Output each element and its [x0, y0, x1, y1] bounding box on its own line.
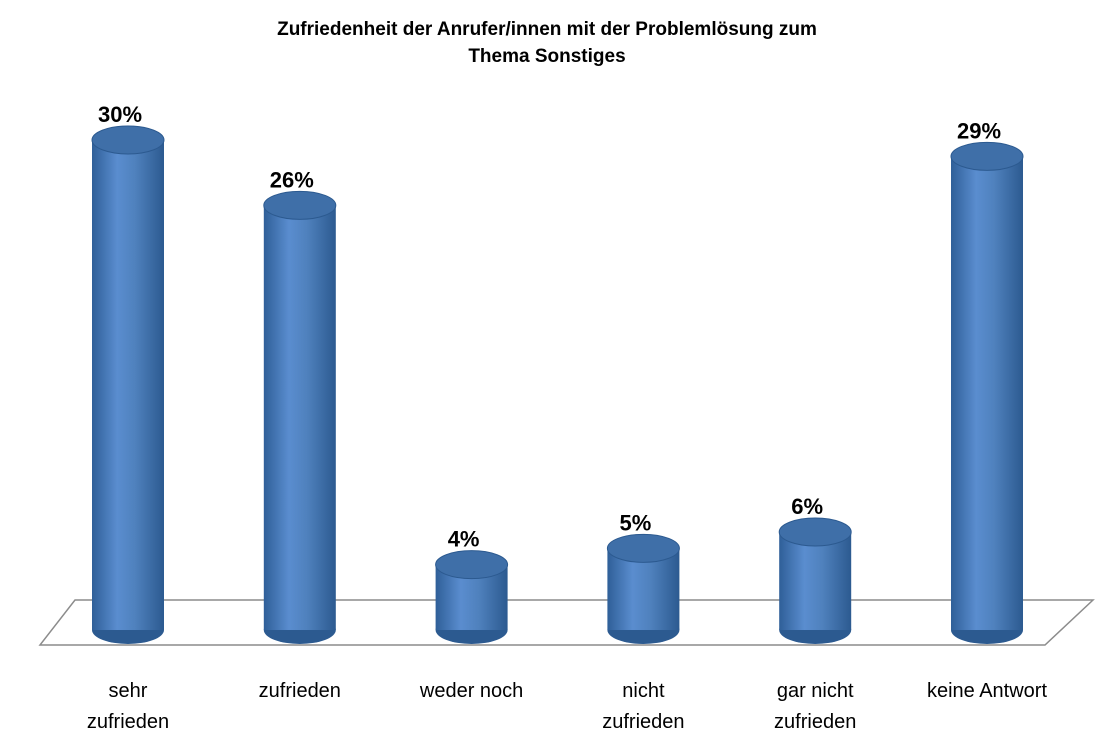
cylinder — [91, 125, 165, 644]
x-tick-label: gar nicht zufrieden — [774, 680, 857, 733]
cylinder-top — [778, 517, 852, 547]
cylinder-top — [91, 125, 165, 155]
data-label: 6% — [791, 494, 823, 519]
data-label: 5% — [620, 510, 652, 535]
cylinder-top — [435, 550, 509, 580]
data-label: 26% — [270, 167, 314, 192]
cylinder — [950, 141, 1024, 644]
cylinder-top — [950, 141, 1024, 171]
cylinder-top — [606, 533, 680, 563]
cylinder — [606, 533, 680, 644]
chart-title: Zufriedenheit der Anrufer/innen mit der … — [277, 19, 817, 67]
cylinder-body — [779, 532, 852, 630]
data-label: 29% — [957, 118, 1001, 143]
floor — [38, 599, 1095, 646]
cylinder — [435, 550, 509, 644]
data-label: 30% — [98, 102, 142, 127]
x-tick-label: zufrieden — [258, 680, 341, 702]
x-tick-label: keine Antwort — [926, 680, 1048, 702]
x-tick-label: sehr zufrieden — [86, 680, 170, 733]
cylinder — [778, 517, 852, 644]
cylinder-top — [263, 190, 337, 220]
data-label: 4% — [448, 527, 480, 552]
cylinder-body — [951, 156, 1023, 631]
x-tick-label: weder noch — [419, 680, 524, 702]
cylinder-body — [92, 140, 164, 630]
cylinder — [263, 190, 337, 644]
cylinder-body — [263, 205, 336, 631]
x-tick-label: nicht zufrieden — [602, 680, 685, 733]
